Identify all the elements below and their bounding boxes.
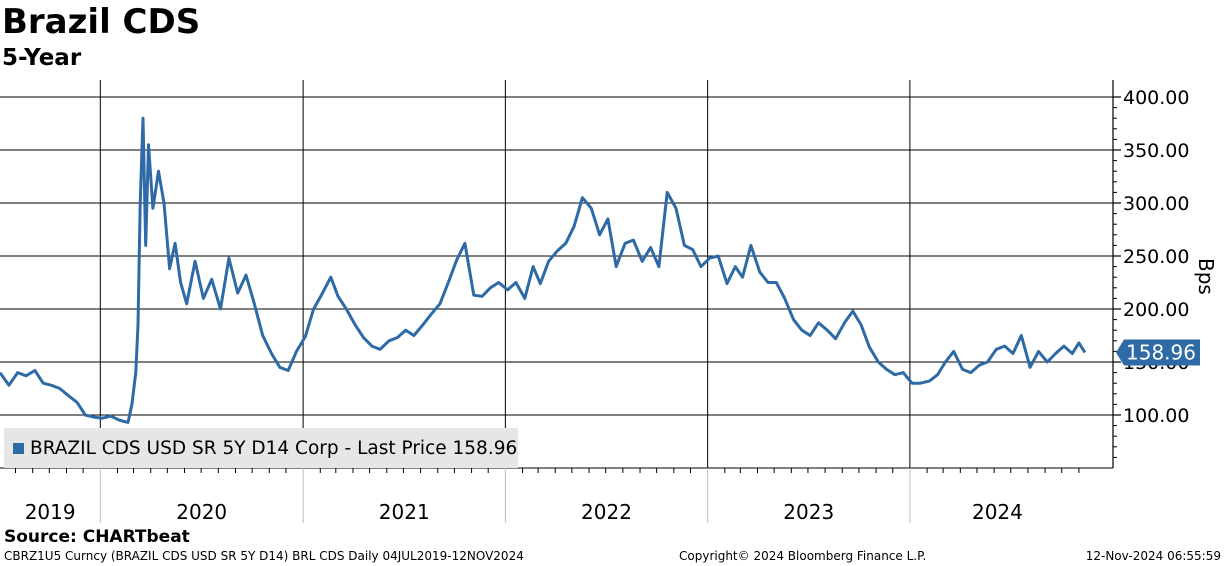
y-axis-title: Bps: [1194, 258, 1218, 295]
last-price-arrow: [1116, 339, 1200, 366]
last-price-label: 158.96: [1126, 341, 1196, 365]
grid-lines: [0, 96, 1113, 469]
x-year-label: 2019: [25, 500, 76, 524]
legend-swatch: [13, 442, 24, 454]
chart-title: Brazil CDS: [2, 2, 201, 42]
x-year-label: 2020: [176, 500, 227, 524]
x-year-label: 2022: [581, 500, 632, 524]
year-separators: [15, 80, 1080, 523]
x-year-label: 2021: [379, 500, 430, 524]
footer-ticker-info: CBRZ1U5 Curncy (BRAZIL CDS USD SR 5Y D14…: [4, 549, 524, 563]
series-line: [0, 116, 1087, 424]
y-tick-label: 300.00: [1123, 193, 1189, 215]
x-year-label: 2023: [783, 500, 834, 524]
y-tick-label: 250.00: [1123, 246, 1189, 268]
last-price-marker: 158.96: [1116, 339, 1200, 366]
y-tick-label: 350.00: [1123, 140, 1189, 162]
footer-timestamp: 12-Nov-2024 06:55:59: [1085, 549, 1221, 563]
y-axis: 100.00150.00200.00250.00300.00350.00400.…: [1112, 80, 1189, 468]
footer-copyright: Copyright© 2024 Bloomberg Finance L.P.: [679, 549, 927, 563]
chart-subtitle: 5-Year: [2, 45, 82, 71]
x-year-label: 2024: [972, 500, 1023, 524]
legend-label: BRAZIL CDS USD SR 5Y D14 Corp - Last Pri…: [30, 437, 518, 459]
y-tick-label: 100.00: [1123, 405, 1189, 427]
year-labels: 2019 2020 2021 2022 2023 2024: [25, 500, 1023, 524]
legend: BRAZIL CDS USD SR 5Y D14 Corp - Last Pri…: [4, 428, 518, 468]
y-tick-label: 400.00: [1123, 87, 1189, 109]
source-label: Source: CHARTbeat: [4, 527, 190, 547]
y-tick-label: 200.00: [1123, 299, 1189, 321]
